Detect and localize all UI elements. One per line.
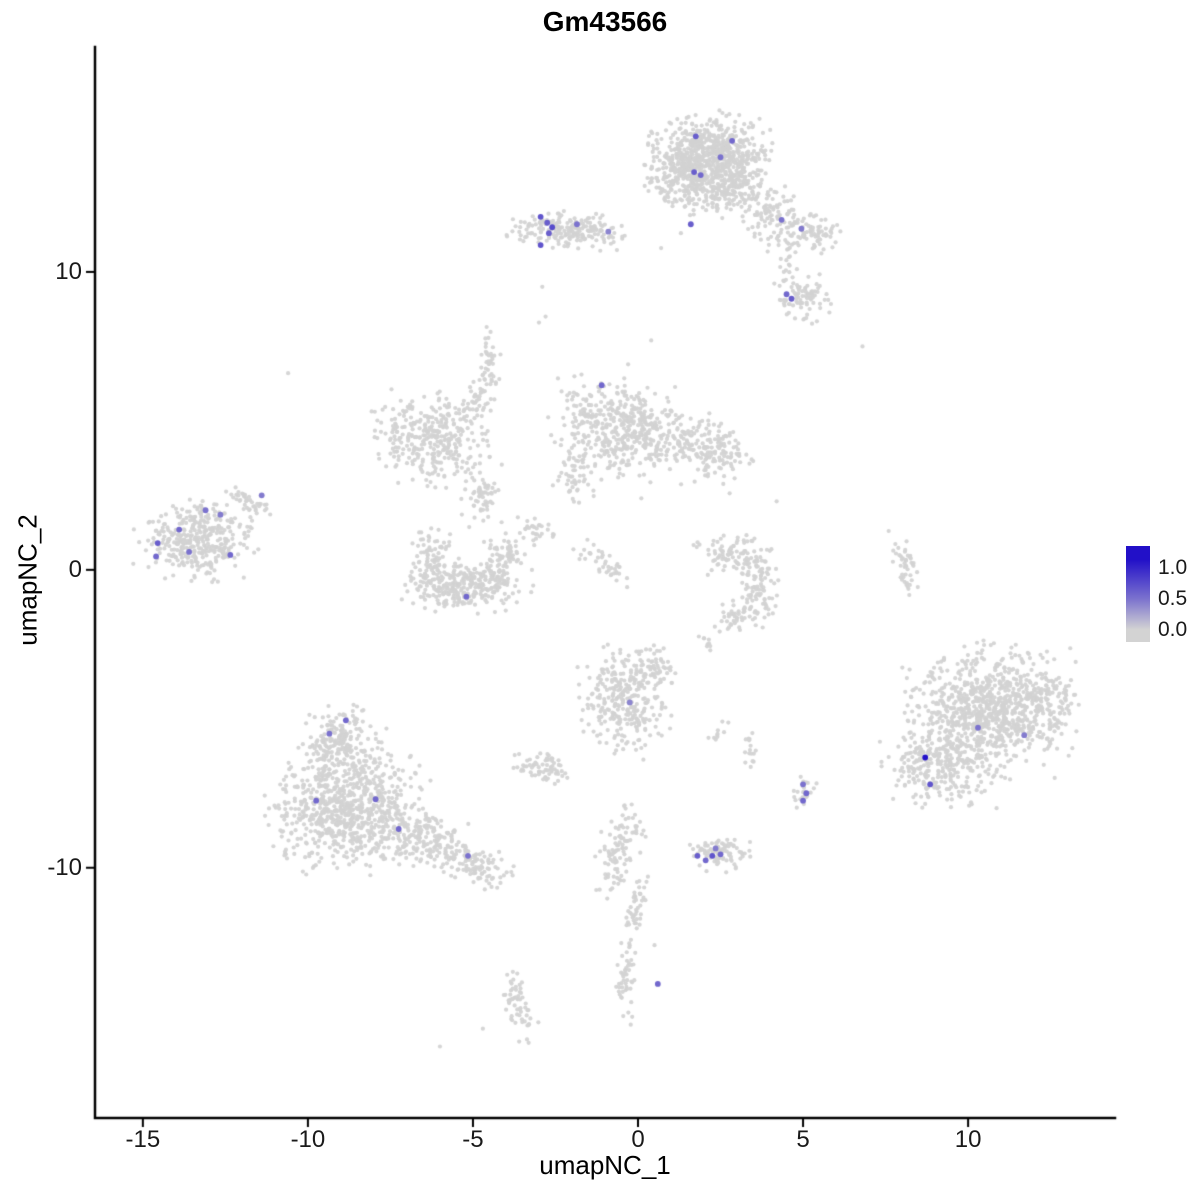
x-tick-label: 5 [796,1126,810,1153]
legend-gradient-bar [1126,546,1150,642]
x-tick-label: -10 [290,1126,326,1153]
x-tick-label: 10 [954,1126,982,1153]
x-tick-label: 0 [631,1126,645,1153]
chart-title: Gm43566 [542,6,668,37]
legend-tick-label: 0.0 [1158,618,1188,641]
x-tick-label: -5 [462,1126,484,1153]
legend-tick-label: 1.0 [1158,556,1188,579]
y-tick-label: 0 [68,555,82,583]
y-tick-label: 10 [55,257,82,285]
expression-color-legend: 1.0 0.5 0.0 [1126,546,1200,646]
y-tick-label: -10 [47,853,82,881]
legend-tick-label: 0.5 [1158,587,1188,610]
x-tick-label: -15 [125,1126,161,1153]
x-axis-label: umapNC_1 [539,1150,671,1180]
